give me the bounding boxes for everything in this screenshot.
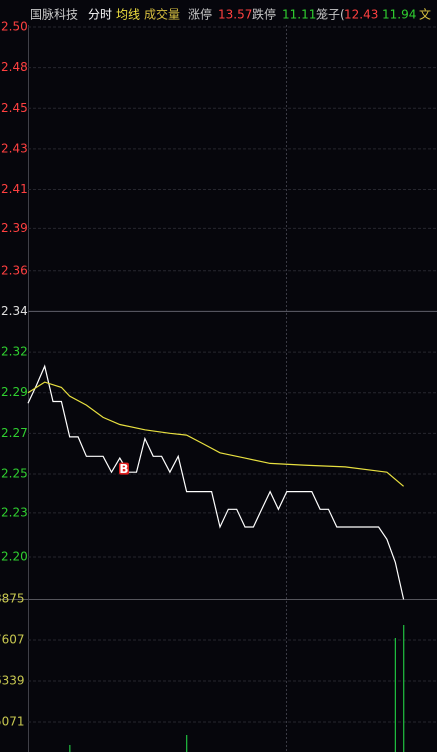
header-item: 笼子( [316, 7, 345, 22]
price-line [27, 364, 405, 600]
header-item: 12.43 [344, 8, 378, 22]
header-item: 成交量 [144, 7, 180, 22]
header-item: 13.57 [218, 8, 252, 22]
y-tick-label: 2.50 [1, 20, 28, 34]
volume-bar [69, 744, 71, 752]
y-tick-label: 2.36 [1, 263, 28, 277]
volume-bar [394, 637, 396, 752]
header-item: 涨停 [188, 7, 212, 22]
y-tick-label: 6339 [0, 673, 25, 687]
volume-bar [403, 624, 405, 752]
volume-bar [186, 734, 188, 752]
y-tick-label: 7607 [0, 632, 25, 646]
y-tick-label: 2.34 [1, 304, 28, 318]
y-tick-label: 2.48 [1, 60, 28, 74]
trade-marker-label: B [119, 462, 128, 476]
y-tick-label: 2.41 [1, 182, 28, 196]
trade-marker [118, 462, 129, 475]
y-tick-label: 2.32 [1, 345, 28, 359]
average-line [27, 381, 404, 487]
y-tick-label: 2.39 [1, 221, 28, 235]
y-tick-label: 2.43 [1, 141, 28, 155]
y-tick-label: 8875 [0, 592, 25, 606]
header-item: 11.11 [282, 8, 316, 22]
y-tick-label: 2.45 [1, 101, 28, 115]
header-item: 均线 [116, 8, 140, 22]
header-item: 跌停 [252, 7, 276, 22]
y-tick-label: 2.29 [1, 385, 28, 399]
y-tick-label: 2.23 [1, 505, 28, 519]
y-tick-label: 5071 [0, 714, 25, 728]
header-item: 国脉科技 [30, 7, 78, 22]
y-tick-label: 2.25 [1, 466, 28, 480]
header-item: 分时 [88, 8, 112, 22]
header-item: 11.94 [382, 8, 416, 22]
y-tick-label: 2.20 [1, 550, 28, 564]
y-tick-label: 2.27 [1, 426, 28, 440]
header-item: 文 [419, 7, 431, 22]
